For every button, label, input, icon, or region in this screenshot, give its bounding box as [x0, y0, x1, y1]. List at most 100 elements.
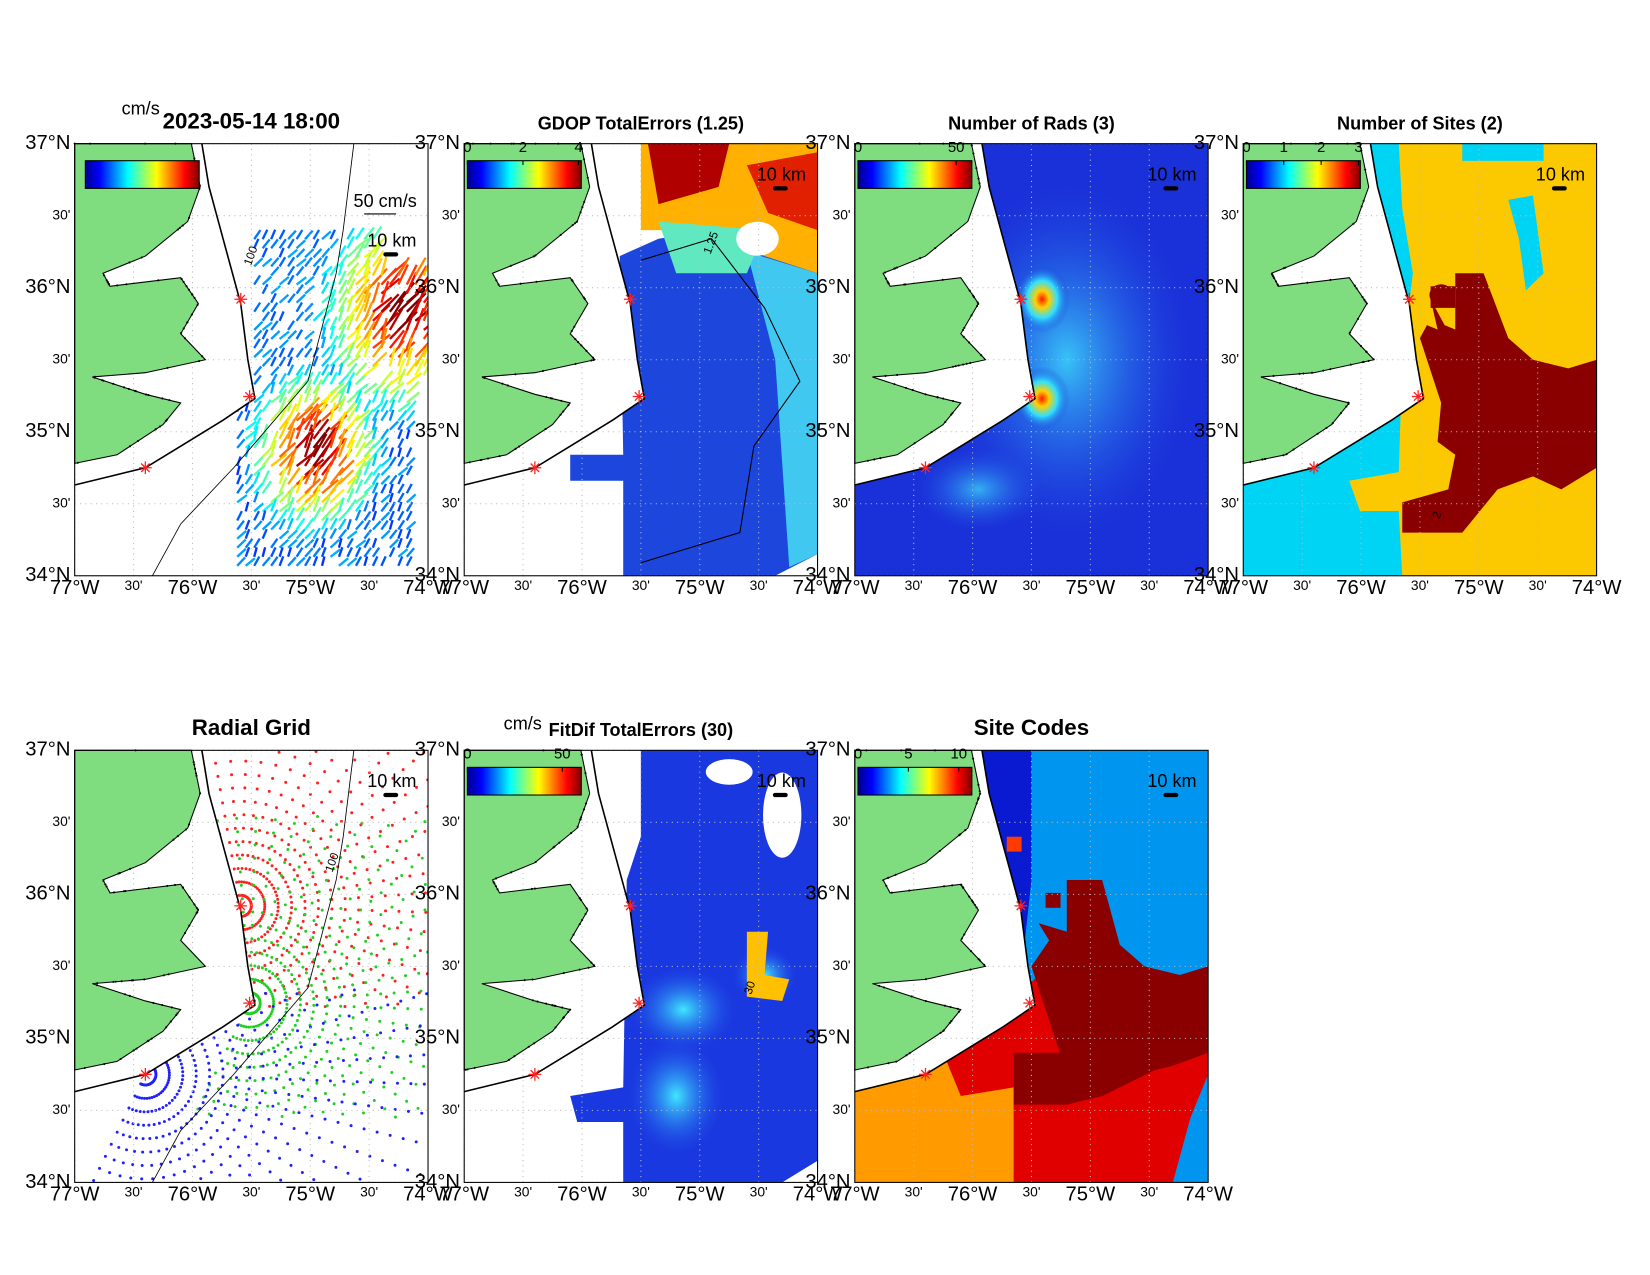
coast-point: [136, 439, 140, 443]
radial-grid-point: [314, 853, 318, 857]
colorbar-tick-label: 50: [554, 747, 571, 763]
radial-grid-point: [355, 842, 359, 846]
radial-grid-point: [207, 1081, 211, 1085]
radial-grid-point: [339, 1038, 343, 1042]
radial-grid-point: [387, 927, 391, 931]
radial-grid-point: [213, 1106, 217, 1110]
radial-grid-point: [311, 871, 315, 875]
radial-grid-point: [353, 758, 357, 762]
radial-grid-point: [391, 860, 395, 864]
y-tick-label: 30': [442, 206, 460, 222]
radial-grid-point: [312, 1003, 316, 1007]
coast-point: [1272, 374, 1275, 378]
radial-grid-point: [193, 1132, 197, 1136]
current-vector: [337, 387, 346, 403]
radial-grid-point: [323, 770, 327, 774]
coast-point: [545, 396, 548, 399]
radial-grid-point: [333, 950, 337, 954]
panel-title: Radial Grid: [192, 715, 311, 740]
current-vector: [388, 456, 397, 467]
radial-grid-point: [252, 870, 256, 874]
radial-grid-point: [349, 790, 353, 794]
radial-grid-point: [339, 819, 343, 823]
radial-grid-point: [267, 946, 271, 950]
scale-bar-label: 10 km: [367, 771, 416, 791]
radial-grid-point: [266, 871, 270, 875]
coast-point: [494, 885, 497, 888]
current-vector: [320, 537, 326, 548]
radial-grid-point: [178, 1058, 182, 1062]
current-vector: [337, 305, 345, 322]
coast-point: [583, 297, 586, 301]
coast-point: [486, 457, 490, 460]
current-vector: [405, 456, 416, 467]
radial-grid-point: [289, 963, 293, 967]
radial-grid-point: [295, 982, 299, 986]
radial-grid-point: [323, 950, 327, 954]
radial-grid-point: [409, 1060, 413, 1064]
coast-point: [194, 767, 197, 770]
current-vector: [397, 548, 409, 558]
radial-grid-point: [382, 1085, 386, 1089]
current-vector: [253, 238, 260, 249]
radial-grid-point: [315, 1003, 319, 1007]
radial-grid-point: [233, 826, 237, 830]
current-vector: [304, 256, 313, 268]
radar-site: [919, 461, 932, 475]
radial-grid-point: [401, 898, 405, 902]
radial-grid-point: [379, 830, 383, 834]
radial-grid-point: [220, 1059, 224, 1063]
radial-grid-point: [178, 1157, 181, 1161]
radial-grid-point: [201, 1101, 205, 1105]
current-vector: [346, 313, 355, 331]
radial-grid-point: [305, 1029, 309, 1033]
x-tick-label: 77°W: [830, 1184, 881, 1206]
radial-grid-point: [176, 1055, 180, 1059]
radial-grid-point: [284, 1107, 288, 1111]
radial-grid-point: [175, 1092, 179, 1096]
coast-point: [479, 459, 482, 462]
radial-grid-point: [353, 833, 357, 837]
radial-grid-point: [335, 976, 339, 980]
radial-grid-point: [155, 1136, 159, 1140]
radial-grid-point: [372, 1099, 376, 1103]
coast-point: [112, 980, 115, 983]
radial-grid-point: [121, 1161, 125, 1165]
radial-grid-point: [272, 1030, 276, 1034]
coast-point: [951, 884, 954, 887]
current-vector: [261, 348, 273, 359]
coast-point: [188, 924, 191, 927]
radial-grid-point: [226, 1137, 230, 1141]
radial-grid-point: [260, 1052, 264, 1056]
contour-label: 30: [742, 979, 759, 996]
y-tick-label: 30': [833, 957, 851, 973]
coast-point: [184, 828, 188, 831]
radial-grid-point: [166, 1063, 170, 1067]
coast-point: [950, 1019, 953, 1023]
radial-grid-point: [216, 774, 220, 778]
contour-label: 2: [1430, 510, 1444, 521]
radial-grid-point: [300, 1094, 304, 1098]
coast-point: [506, 384, 509, 387]
current-vector: [329, 335, 339, 349]
radial-grid-point: [422, 1082, 426, 1086]
radial-grid-point: [298, 1061, 302, 1065]
radial-grid-point: [425, 972, 429, 976]
radar-site: [1014, 899, 1028, 913]
radial-grid-point: [357, 961, 361, 965]
y-tick-label: 30': [1221, 494, 1239, 510]
radial-grid-point: [299, 1077, 303, 1081]
radar-site: [1014, 292, 1028, 306]
radial-grid-point: [304, 1055, 307, 1059]
radial-grid-point: [250, 937, 254, 941]
fitdif-field: [746, 931, 790, 1001]
radial-grid-point: [345, 876, 349, 880]
current-vector: [337, 279, 348, 295]
coast-point: [942, 397, 945, 400]
radial-grid-point: [255, 1105, 259, 1109]
radial-grid-point: [257, 1040, 261, 1044]
coast-point: [193, 763, 196, 766]
radial-grid-point: [413, 967, 417, 971]
radial-grid-point: [149, 1150, 153, 1154]
radial-grid-point: [417, 971, 421, 975]
